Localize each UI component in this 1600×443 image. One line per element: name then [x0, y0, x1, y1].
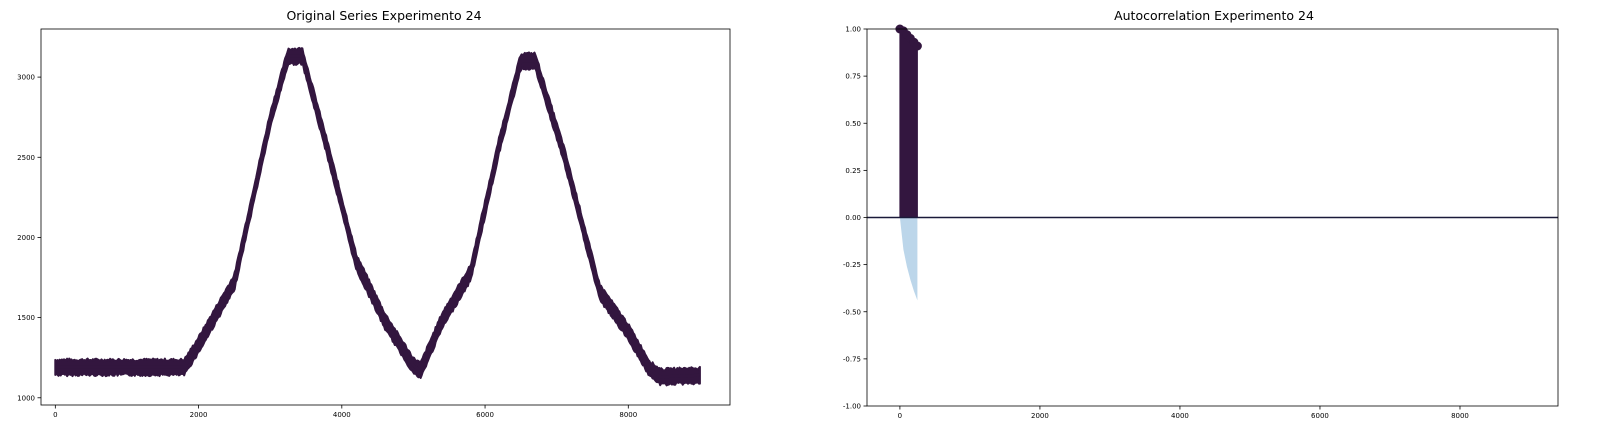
y-tick-label: 1.00	[845, 26, 861, 34]
autocorrelation-panel: Autocorrelation Experimento 24 0 2000 4000…	[843, 8, 1559, 421]
x-tick-label: 0	[898, 412, 902, 420]
series-band	[54, 46, 701, 387]
acf-marks	[867, 24, 1558, 301]
y-tick-label: -0.50	[843, 308, 861, 316]
y-tick-label: 1500	[17, 314, 35, 322]
original-series-panel: Original Series Experimento 24 0 2000 4000…	[17, 8, 731, 419]
y-tick-label: 0.00	[845, 214, 861, 222]
axis-ticks: 0 2000 4000 6000 8000 1.00 0.75 0.50 0.25 0.00 -0.…	[843, 26, 1469, 421]
confidence-band	[899, 217, 918, 301]
y-tick-label: 2000	[17, 234, 35, 242]
x-tick-label: 4000	[333, 411, 351, 419]
x-tick-label: 2000	[190, 411, 208, 419]
x-tick-label: 8000	[619, 411, 637, 419]
x-tick-label: 8000	[1451, 412, 1469, 420]
y-tick-label: -0.25	[843, 261, 861, 269]
plot-frame	[866, 28, 1559, 407]
y-tick-label: 0.25	[845, 167, 861, 175]
series-line	[55, 54, 700, 379]
y-tick-label: -0.75	[843, 355, 861, 363]
y-tick-label: 3000	[17, 74, 35, 82]
x-tick-label: 6000	[1311, 412, 1329, 420]
x-tick-label: 0	[53, 411, 57, 419]
chart-title-original-series: Original Series Experimento 24	[286, 8, 481, 23]
series-marks	[54, 46, 701, 387]
y-tick-label: 0.50	[845, 120, 861, 128]
y-tick-label: 0.75	[845, 73, 861, 81]
x-tick-label: 2000	[1031, 412, 1049, 420]
acf-stems	[899, 28, 918, 218]
y-tick-label: -1.00	[843, 403, 861, 411]
x-tick-label: 6000	[476, 411, 494, 419]
plot-frame	[40, 28, 731, 406]
chart-title-autocorrelation: Autocorrelation Experimento 24	[1114, 8, 1314, 23]
y-tick-label: 2500	[17, 154, 35, 162]
y-tick-label: 1000	[17, 394, 35, 402]
axis-ticks: 0 2000 4000 6000 8000 1000 1500 2000 2500 3000	[17, 74, 637, 419]
x-tick-label: 4000	[1171, 412, 1189, 420]
acf-point	[912, 41, 922, 51]
